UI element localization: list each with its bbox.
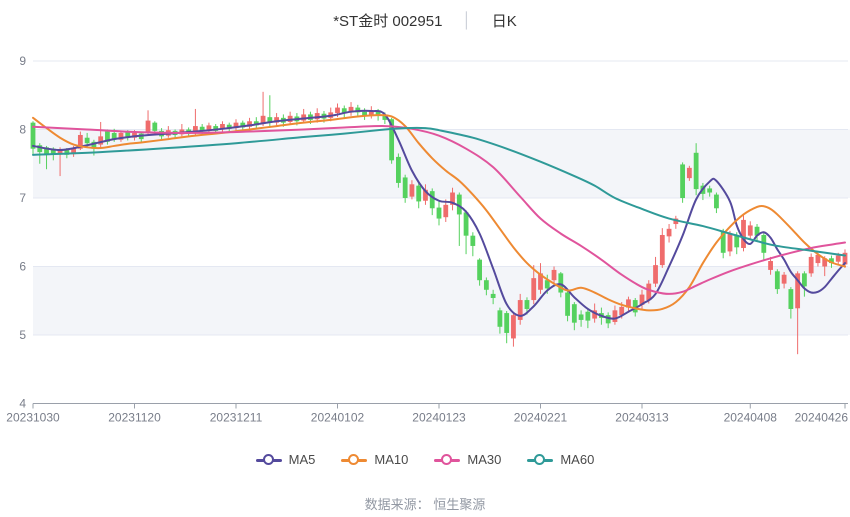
legend-label: MA5 (288, 452, 316, 467)
y-axis-label: 7 (19, 191, 26, 205)
x-axis-label: 20240408 (724, 411, 778, 425)
data-source-note: 数据来源： 恒生聚源 (0, 494, 850, 513)
ma30-marker-icon (434, 453, 461, 465)
legend-item-ma60[interactable]: MA60 (527, 452, 594, 467)
ma10-marker-icon (341, 453, 368, 465)
chart-title: *ST金时 002951 │ 日K (0, 10, 850, 31)
title-separator: │ (462, 12, 472, 29)
x-axis-label: 20240313 (615, 411, 669, 425)
legend-item-ma5[interactable]: MA5 (255, 452, 316, 467)
x-axis-label: 20240123 (412, 411, 466, 425)
y-axis-label: 6 (19, 260, 26, 274)
x-axis-label: 20231120 (108, 411, 161, 425)
y-axis-label: 5 (19, 328, 26, 342)
legend-item-ma10[interactable]: MA10 (341, 452, 408, 467)
ma60-line (32, 126, 846, 257)
y-axis-label: 9 (19, 54, 26, 68)
plot-band (33, 335, 850, 404)
ma60-marker-icon (527, 453, 554, 465)
x-axis-label: 20231211 (210, 411, 263, 425)
ma10-line (32, 114, 846, 312)
y-axis-label: 8 (19, 123, 26, 137)
plot-band (33, 198, 850, 267)
data-source-value: 恒生聚源 (433, 497, 486, 512)
legend-item-ma30[interactable]: MA30 (434, 452, 501, 467)
x-axis-label: 20240102 (311, 411, 365, 425)
ma5-marker-icon (255, 453, 282, 465)
ma-legend: MA5 MA10 MA30 MA60 (0, 452, 850, 467)
data-source-label: 数据来源： (364, 497, 430, 512)
stock-name-code: *ST金时 002951 (333, 13, 443, 30)
y-axis-label: 4 (19, 397, 26, 411)
plot-band (33, 266, 850, 335)
x-axis-label: 20240221 (514, 411, 568, 425)
plot-band (33, 61, 850, 130)
legend-label: MA30 (467, 452, 502, 467)
legend-label: MA10 (374, 452, 409, 467)
legend-label: MA60 (560, 452, 595, 467)
period-label: 日K (491, 13, 517, 30)
x-axis-label: 20231030 (6, 411, 60, 425)
plot-band (33, 129, 850, 198)
x-axis-label: 20240426 (795, 411, 849, 425)
ma30-line (32, 125, 846, 295)
